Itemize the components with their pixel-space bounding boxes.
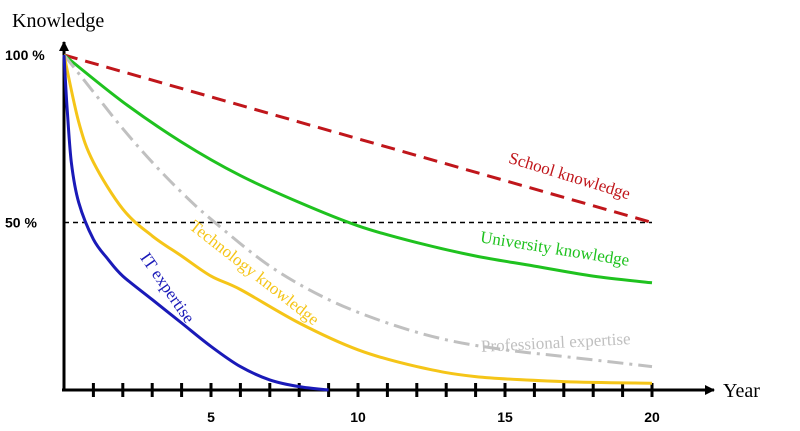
curve-label-university-knowledge: University knowledge [479, 227, 631, 269]
series-line-university-knowledge [63, 53, 653, 285]
x-tick-label-20: 20 [644, 409, 660, 425]
curve-label-professional-expertise: Professional expertise [480, 329, 630, 356]
series-line-professional-expertise [62, 54, 653, 369]
y-tick-label-100: 100 % [5, 47, 45, 63]
y-tick-label-50: 50 % [5, 215, 37, 231]
x-tick-label-5: 5 [207, 409, 215, 425]
series-line-school-knowledge [63, 53, 653, 224]
y-axis-title: Knowledge [12, 10, 104, 32]
curve-label-school-knowledge: School knowledge [507, 148, 633, 203]
series-line-technology-knowledge [62, 54, 653, 385]
series-line-it-expertise [62, 54, 329, 392]
x-axis-title: Year [723, 380, 760, 402]
x-tick-label-10: 10 [350, 409, 366, 425]
x-tick-label-15: 15 [497, 409, 513, 425]
